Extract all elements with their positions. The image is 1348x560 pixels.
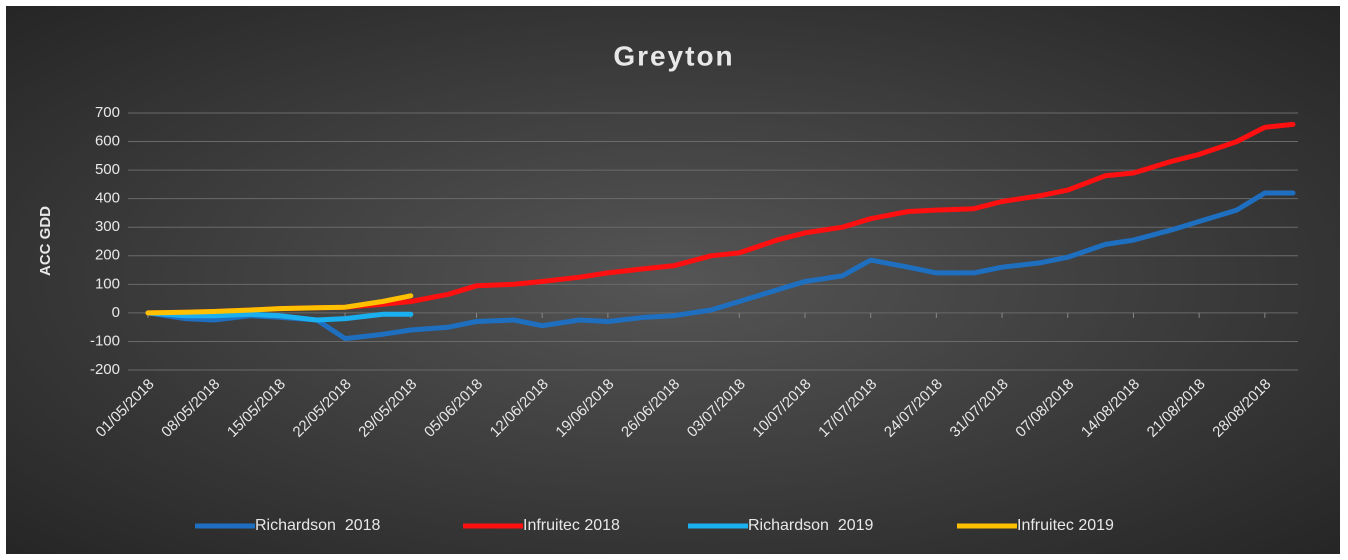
y-axis-label: ACC GDD [37, 206, 54, 276]
background [6, 6, 1340, 554]
y-tick-label: 100 [95, 275, 120, 292]
series-line [145, 310, 414, 323]
y-tick-label: 0 [112, 304, 120, 321]
y-tick-label: -200 [90, 361, 120, 378]
series-line [145, 190, 1296, 342]
y-tick-label: 300 [95, 218, 120, 235]
chart-title: Greyton [613, 40, 734, 71]
y-tick-label: 600 [95, 133, 120, 150]
legend-label: Infruitec 2018 [523, 517, 620, 534]
y-tick-label: 500 [95, 161, 120, 178]
legend-label: Infruitec 2019 [1017, 517, 1114, 534]
y-tick-label: -100 [90, 332, 120, 349]
y-tick-label: 400 [95, 190, 120, 207]
y-tick-label: 700 [95, 104, 120, 121]
legend-label: Richardson 2018 [255, 517, 381, 534]
series-line [145, 293, 414, 316]
y-tick-label: 200 [95, 247, 120, 264]
legend-label: Richardson 2019 [748, 517, 874, 534]
